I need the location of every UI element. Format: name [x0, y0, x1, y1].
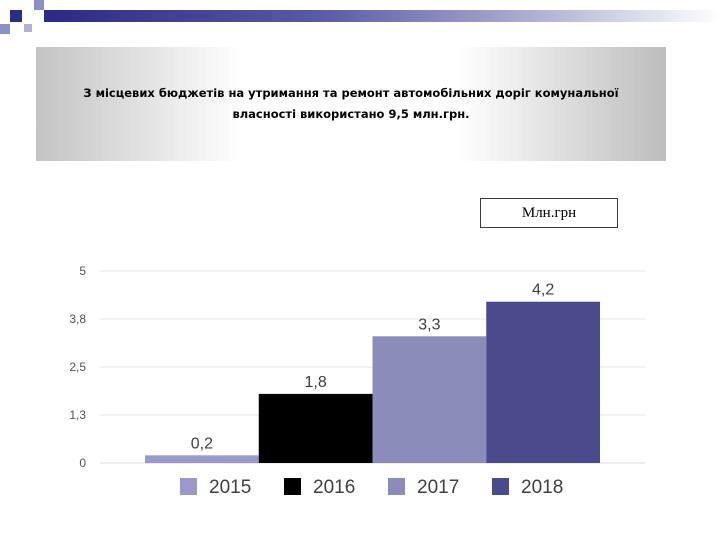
data-label-2017: 3,3	[418, 316, 440, 333]
header-gradient-bar	[56, 10, 720, 22]
legend-swatch-2018	[492, 478, 509, 495]
unit-label: Млн.грн	[521, 204, 577, 221]
deco-square	[34, 0, 44, 10]
y-tick-label: 3,8	[69, 312, 86, 326]
legend-label-2018: 2018	[521, 477, 563, 498]
slide-title: З місцевих бюджетів на утримання та ремо…	[83, 86, 619, 121]
deco-square	[24, 24, 32, 32]
y-tick-label: 2,5	[69, 360, 86, 374]
legend-swatch-2015	[180, 478, 197, 495]
legend-swatch-2016	[284, 478, 301, 495]
legend-label-2016: 2016	[313, 477, 355, 498]
legend-label-2017: 2017	[417, 477, 459, 498]
data-label-2016: 1,8	[305, 374, 327, 391]
bar-2016	[258, 393, 373, 463]
data-labels: 0,2 1,8 3,3 4,2	[191, 282, 555, 453]
unit-label-box: Млн.грн	[480, 198, 618, 228]
y-tick-label: 1,3	[69, 408, 86, 422]
corner-decoration	[0, 0, 60, 40]
legend: 2015 2016 2017 2018	[180, 477, 563, 498]
bar-2015	[145, 455, 259, 463]
bar-2018	[486, 301, 600, 463]
deco-square	[44, 10, 56, 22]
legend-label-2015: 2015	[209, 477, 251, 498]
deco-square	[0, 24, 10, 34]
data-label-2018: 4,2	[532, 282, 554, 299]
y-tick-label: 5	[79, 264, 86, 278]
bar-chart: 01,32,53,85 0,21,83,34,2 2015 2016 2017 201…	[69, 264, 645, 498]
data-label-2015: 0,2	[191, 435, 213, 452]
bars	[145, 301, 600, 463]
bar-2017	[372, 336, 487, 463]
y-tick-label: 0	[79, 456, 86, 470]
y-axis-ticks: 0 1,3 2,5 3,8 5	[69, 264, 86, 470]
deco-square	[10, 10, 22, 22]
title-banner: З місцевих бюджетів на утримання та ремо…	[36, 47, 666, 161]
legend-swatch-2017	[388, 478, 405, 495]
